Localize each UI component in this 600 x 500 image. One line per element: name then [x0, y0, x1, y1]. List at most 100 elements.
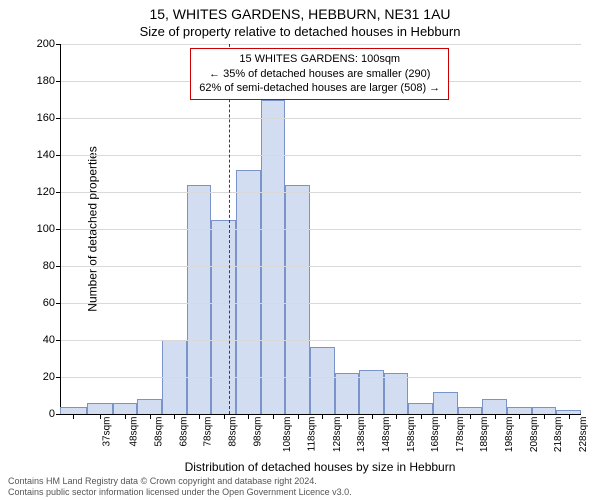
- x-tick-label: 138sqm: [356, 417, 367, 453]
- y-tick-label: 180: [23, 75, 55, 87]
- annotation-box: 15 WHITES GARDENS: 100sqm← 35% of detach…: [190, 48, 449, 101]
- x-tick-mark: [174, 414, 175, 419]
- y-tick-label: 160: [23, 112, 55, 124]
- chart-title-sub: Size of property relative to detached ho…: [0, 24, 600, 39]
- x-tick-label: 218sqm: [553, 417, 564, 453]
- x-tick-label: 98sqm: [252, 417, 263, 447]
- plot-area: 02040608010012014016018020037sqm48sqm58s…: [60, 44, 581, 415]
- grid-line: [61, 340, 581, 341]
- x-tick-mark: [347, 414, 348, 419]
- x-tick-mark: [372, 414, 373, 419]
- annotation-line: ← 35% of detached houses are smaller (29…: [199, 67, 440, 82]
- x-tick-mark: [519, 414, 520, 419]
- y-tick-label: 60: [23, 297, 55, 309]
- x-tick-label: 228sqm: [578, 417, 589, 453]
- annotation-line: 62% of semi-detached houses are larger (…: [199, 81, 440, 96]
- y-tick-mark: [56, 303, 61, 304]
- footer-line-1: Contains HM Land Registry data © Crown c…: [8, 476, 352, 487]
- x-tick-label: 37sqm: [102, 417, 113, 447]
- grid-line: [61, 118, 581, 119]
- histogram-bar: [458, 407, 483, 414]
- annotation-line: 15 WHITES GARDENS: 100sqm: [199, 52, 440, 67]
- x-tick-mark: [150, 414, 151, 419]
- y-tick-label: 140: [23, 149, 55, 161]
- x-tick-label: 88sqm: [228, 417, 239, 447]
- y-tick-mark: [56, 414, 61, 415]
- histogram-bar: [507, 407, 532, 414]
- histogram-bar: [261, 100, 286, 415]
- x-tick-label: 178sqm: [455, 417, 466, 453]
- histogram-bar: [532, 407, 557, 414]
- x-tick-mark: [199, 414, 200, 419]
- x-tick-label: 68sqm: [178, 417, 189, 447]
- x-tick-mark: [248, 414, 249, 419]
- y-tick-mark: [56, 340, 61, 341]
- x-tick-mark: [569, 414, 570, 419]
- chart-figure: 15, WHITES GARDENS, HEBBURN, NE31 1AU Si…: [0, 0, 600, 500]
- histogram-bar: [384, 373, 409, 414]
- x-tick-label: 198sqm: [504, 417, 515, 453]
- y-tick-label: 80: [23, 260, 55, 272]
- grid-line: [61, 229, 581, 230]
- x-tick-mark: [470, 414, 471, 419]
- footer-line-2: Contains public sector information licen…: [8, 487, 352, 498]
- y-tick-mark: [56, 44, 61, 45]
- chart-title-main: 15, WHITES GARDENS, HEBBURN, NE31 1AU: [0, 6, 600, 22]
- histogram-bar: [113, 403, 138, 414]
- histogram-bar: [211, 220, 236, 414]
- x-tick-label: 58sqm: [154, 417, 165, 447]
- y-tick-mark: [56, 266, 61, 267]
- x-tick-mark: [273, 414, 274, 419]
- x-tick-mark: [298, 414, 299, 419]
- grid-line: [61, 44, 581, 45]
- x-tick-label: 48sqm: [129, 417, 140, 447]
- x-tick-label: 128sqm: [332, 417, 343, 453]
- grid-line: [61, 155, 581, 156]
- y-tick-label: 120: [23, 186, 55, 198]
- histogram-bar: [187, 185, 212, 414]
- x-tick-mark: [125, 414, 126, 419]
- y-tick-label: 200: [23, 38, 55, 50]
- histogram-bar: [335, 373, 360, 414]
- grid-line: [61, 377, 581, 378]
- x-tick-label: 158sqm: [406, 417, 417, 453]
- grid-line: [61, 192, 581, 193]
- y-tick-mark: [56, 377, 61, 378]
- x-tick-mark: [100, 414, 101, 419]
- x-tick-label: 78sqm: [203, 417, 214, 447]
- histogram-bar: [137, 399, 162, 414]
- x-tick-mark: [544, 414, 545, 419]
- grid-line: [61, 303, 581, 304]
- y-tick-label: 20: [23, 371, 55, 383]
- x-tick-mark: [396, 414, 397, 419]
- histogram-bar: [87, 403, 113, 414]
- y-tick-label: 40: [23, 334, 55, 346]
- y-tick-mark: [56, 192, 61, 193]
- x-tick-label: 188sqm: [480, 417, 491, 453]
- y-tick-mark: [56, 118, 61, 119]
- x-tick-label: 168sqm: [430, 417, 441, 453]
- x-tick-mark: [421, 414, 422, 419]
- histogram-bar: [433, 392, 458, 414]
- histogram-bar: [482, 399, 507, 414]
- x-tick-mark: [495, 414, 496, 419]
- x-tick-mark: [322, 414, 323, 419]
- grid-line: [61, 266, 581, 267]
- y-tick-mark: [56, 155, 61, 156]
- histogram-bar: [408, 403, 433, 414]
- histogram-bar: [285, 185, 310, 414]
- y-tick-label: 0: [23, 408, 55, 420]
- histogram-bar: [310, 347, 335, 414]
- x-tick-label: 208sqm: [529, 417, 540, 453]
- y-tick-mark: [56, 229, 61, 230]
- x-tick-label: 118sqm: [306, 417, 317, 452]
- x-tick-label: 108sqm: [282, 417, 293, 453]
- y-tick-label: 100: [23, 223, 55, 235]
- x-tick-mark: [73, 414, 74, 419]
- x-tick-mark: [445, 414, 446, 419]
- histogram-bar: [60, 407, 87, 414]
- x-tick-mark: [224, 414, 225, 419]
- y-tick-mark: [56, 81, 61, 82]
- x-tick-label: 148sqm: [381, 417, 392, 453]
- x-axis-label: Distribution of detached houses by size …: [60, 460, 580, 474]
